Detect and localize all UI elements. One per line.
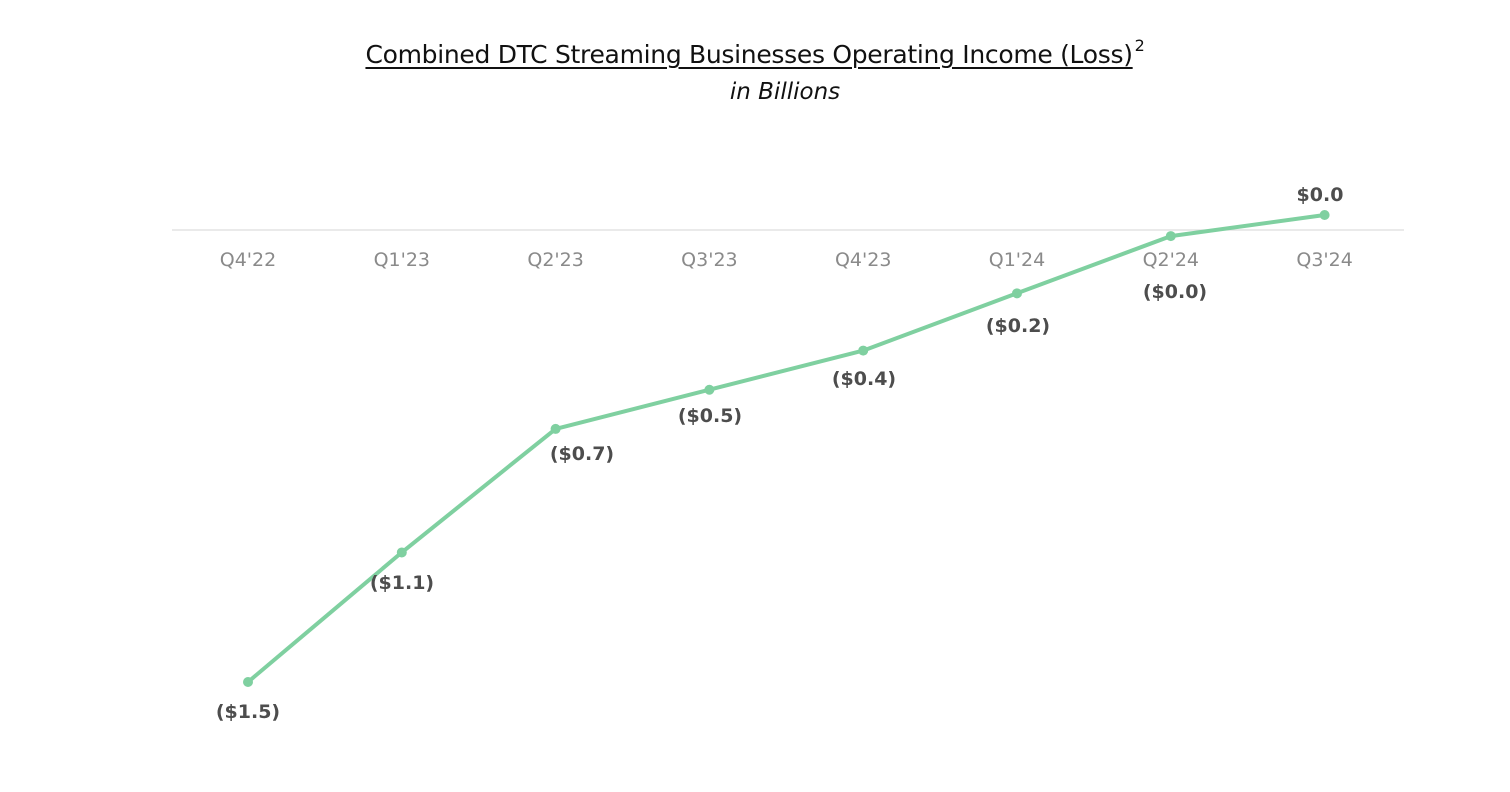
data-label: ($0.7) [550,443,614,465]
chart-title-footnote: 2 [1134,36,1145,55]
x-tick-label: Q1'24 [989,249,1045,271]
x-tick-label: Q2'24 [1143,249,1199,271]
chart-subtitle: in Billions [729,79,841,105]
x-tick-label: Q2'23 [527,249,583,271]
data-label: ($1.1) [370,572,434,594]
data-label: ($1.5) [216,701,280,723]
data-labels: ($1.5) ($1.1) ($0.7) ($0.5) ($0.4) ($0.2) ($0.… [216,184,1344,723]
x-axis-tick-labels: Q4'22 Q1'23 Q2'23 Q3'23 Q4'23 Q1'24 Q2'24 Q3'24 [220,249,1353,271]
data-point [858,345,869,356]
x-tick-label: Q1'23 [374,249,430,271]
data-point [243,677,253,687]
data-label: ($0.0) [1143,281,1207,303]
data-label: ($0.2) [986,315,1050,337]
data-point [550,423,561,434]
x-tick-label: Q3'23 [681,249,737,271]
data-label: $0.0 [1297,184,1344,206]
data-point [1319,210,1330,220]
series-line [246,213,1327,684]
data-point [1012,288,1022,299]
x-tick-label: Q4'22 [220,249,276,271]
data-point [704,384,715,395]
chart-title-text: Combined DTC Streaming Businesses Operat… [365,40,1133,69]
data-point [1165,231,1176,242]
x-tick-label: Q4'23 [835,249,891,271]
chart-title: Combined DTC Streaming Businesses Operat… [0,36,1510,69]
data-label: ($0.4) [832,368,896,390]
data-points [243,210,1330,687]
x-tick-label: Q3'24 [1296,249,1352,271]
data-point [396,547,407,558]
data-label: ($0.5) [678,405,742,427]
